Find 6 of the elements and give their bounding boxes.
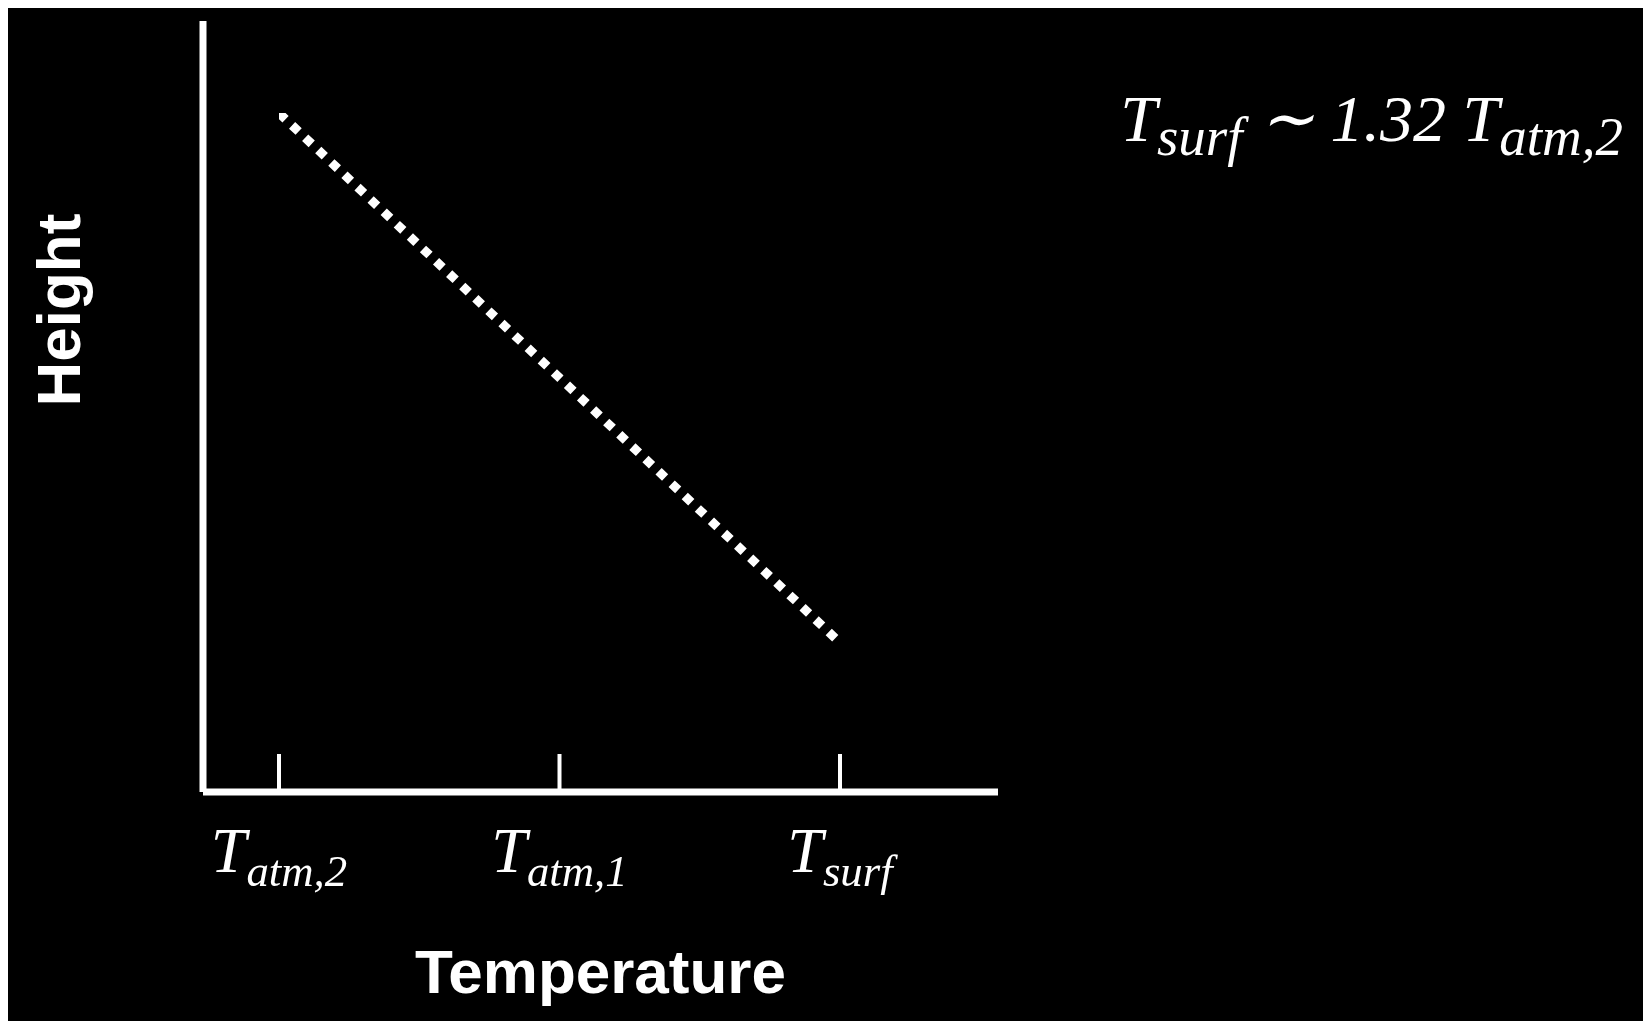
x-tick-label: T$_{surf}$ <box>787 815 899 896</box>
y-axis-title: Height <box>24 213 94 407</box>
x-tick-label: T$_{atm,1}$ <box>491 815 628 896</box>
x-axis-title: Temperature <box>415 937 786 1006</box>
text: T$_{surf}$ ∼ 1.32 T$_{atm,2}$ <box>1120 81 1623 169</box>
x-tick-label: T$_{atm,2}$ <box>210 815 348 896</box>
